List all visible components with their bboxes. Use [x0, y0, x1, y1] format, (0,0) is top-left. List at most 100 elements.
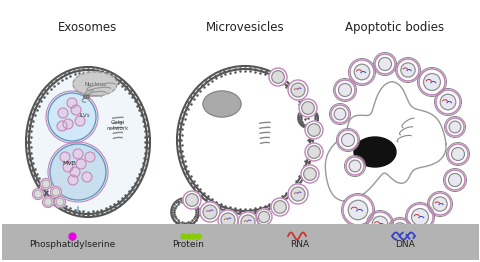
Circle shape — [203, 205, 216, 219]
Circle shape — [307, 124, 320, 136]
Circle shape — [448, 121, 460, 133]
Circle shape — [171, 198, 199, 226]
Circle shape — [304, 143, 323, 161]
Text: ER: ER — [82, 95, 90, 100]
Text: Microvesicles: Microvesicles — [205, 21, 284, 34]
Circle shape — [34, 190, 42, 198]
Text: MVB: MVB — [62, 161, 76, 166]
Circle shape — [348, 200, 367, 220]
Circle shape — [348, 160, 360, 172]
Circle shape — [342, 195, 372, 225]
Circle shape — [337, 130, 357, 150]
Circle shape — [345, 157, 363, 175]
Circle shape — [378, 57, 391, 70]
Circle shape — [67, 98, 77, 108]
Circle shape — [42, 196, 53, 208]
Circle shape — [288, 80, 307, 100]
Text: DNA: DNA — [394, 240, 414, 249]
Circle shape — [396, 59, 418, 81]
Circle shape — [48, 93, 96, 141]
Circle shape — [71, 105, 81, 115]
Circle shape — [298, 108, 317, 128]
Circle shape — [70, 167, 80, 177]
Circle shape — [57, 121, 67, 131]
Text: Golgi
network: Golgi network — [107, 120, 129, 131]
Text: ILVs: ILVs — [80, 113, 90, 118]
Text: Phosphatidylserine: Phosphatidylserine — [29, 240, 115, 249]
Circle shape — [334, 80, 354, 100]
Circle shape — [367, 212, 391, 236]
Circle shape — [447, 144, 467, 164]
Circle shape — [220, 213, 235, 227]
Circle shape — [299, 99, 316, 117]
Circle shape — [271, 71, 284, 83]
FancyBboxPatch shape — [2, 224, 478, 260]
Ellipse shape — [177, 66, 312, 214]
Text: Apoptotic bodies: Apoptotic bodies — [345, 21, 444, 34]
Circle shape — [341, 134, 354, 146]
Circle shape — [374, 54, 394, 74]
Circle shape — [388, 219, 410, 241]
Circle shape — [200, 202, 219, 222]
Circle shape — [334, 108, 345, 120]
Polygon shape — [324, 82, 445, 201]
Circle shape — [50, 144, 106, 200]
Circle shape — [439, 94, 455, 110]
Circle shape — [56, 198, 64, 206]
Circle shape — [300, 165, 318, 183]
Circle shape — [418, 69, 444, 95]
Circle shape — [447, 173, 460, 187]
Circle shape — [270, 198, 288, 216]
Circle shape — [304, 121, 323, 139]
Text: RNA: RNA — [290, 240, 309, 249]
Circle shape — [444, 170, 464, 190]
Circle shape — [428, 193, 450, 215]
Text: Protein: Protein — [172, 240, 204, 249]
Circle shape — [303, 168, 316, 180]
Circle shape — [63, 119, 73, 129]
Circle shape — [182, 191, 201, 209]
Circle shape — [238, 212, 257, 232]
Circle shape — [411, 209, 428, 225]
Circle shape — [445, 118, 463, 136]
Circle shape — [44, 198, 52, 206]
Ellipse shape — [353, 137, 395, 167]
Circle shape — [68, 175, 78, 185]
Circle shape — [33, 188, 43, 199]
Ellipse shape — [203, 91, 240, 117]
Circle shape — [217, 210, 238, 230]
Circle shape — [58, 108, 68, 118]
Text: Exosomes: Exosomes — [58, 21, 118, 34]
Circle shape — [290, 83, 304, 97]
Circle shape — [301, 102, 313, 114]
Circle shape — [73, 149, 83, 159]
Circle shape — [54, 196, 65, 208]
Circle shape — [349, 60, 373, 84]
Circle shape — [255, 209, 271, 225]
Circle shape — [338, 84, 351, 96]
Circle shape — [400, 63, 414, 77]
Circle shape — [60, 152, 70, 162]
Circle shape — [307, 146, 320, 158]
Circle shape — [85, 152, 95, 162]
Circle shape — [75, 116, 85, 126]
Circle shape — [288, 184, 307, 204]
Circle shape — [423, 74, 440, 90]
Text: Nucleus: Nucleus — [84, 81, 106, 86]
Circle shape — [52, 188, 60, 196]
Circle shape — [432, 197, 446, 211]
Circle shape — [451, 148, 464, 161]
Circle shape — [76, 159, 86, 169]
Circle shape — [392, 223, 406, 237]
Circle shape — [435, 90, 459, 114]
Circle shape — [258, 211, 269, 223]
Circle shape — [353, 64, 369, 80]
Circle shape — [268, 68, 287, 86]
Ellipse shape — [73, 72, 117, 96]
Circle shape — [82, 172, 92, 182]
Circle shape — [42, 180, 50, 188]
Circle shape — [63, 162, 73, 172]
Circle shape — [273, 201, 286, 213]
Circle shape — [290, 187, 304, 201]
Circle shape — [372, 216, 387, 232]
